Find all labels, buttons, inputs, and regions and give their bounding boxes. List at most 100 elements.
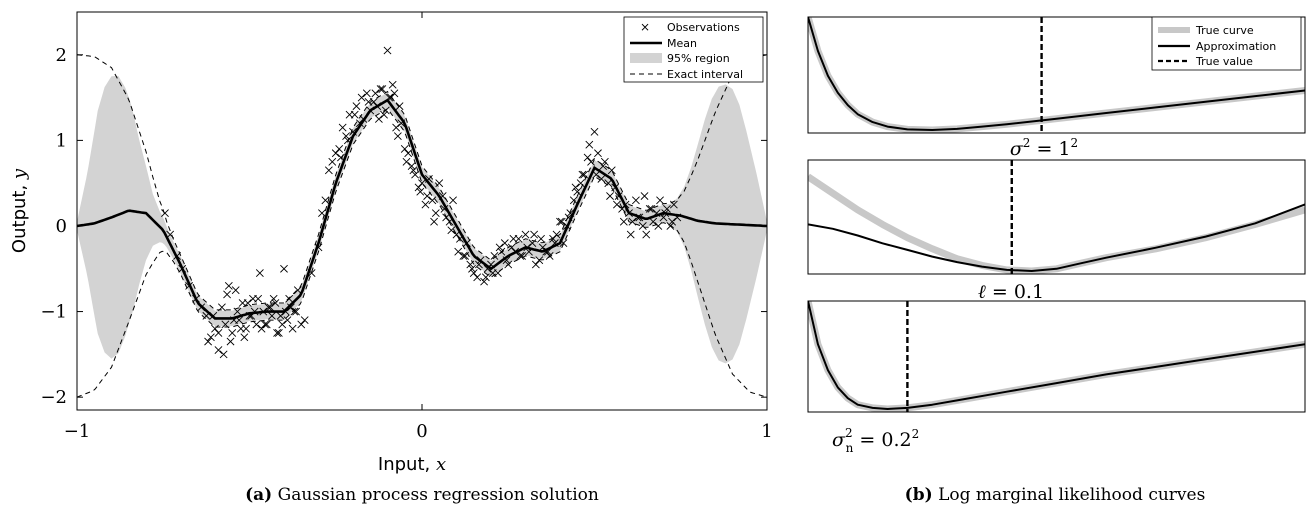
subplot-label-signal-variance: σ2 = 12 xyxy=(1010,136,1078,160)
observation-point xyxy=(228,329,237,337)
observation-point xyxy=(393,132,402,141)
gp-legend: × Observations Mean 95% region Exact int… xyxy=(623,16,764,83)
observation-point xyxy=(421,200,430,209)
subplot-curves xyxy=(808,301,1305,412)
observation-point xyxy=(402,157,411,166)
observation-point xyxy=(240,333,249,342)
observation-point xyxy=(221,320,230,329)
observation-point xyxy=(269,294,278,303)
observation-point xyxy=(631,196,640,205)
observation-point xyxy=(217,303,226,312)
observation-point xyxy=(214,346,223,355)
observation-point xyxy=(597,174,606,183)
observation-point xyxy=(236,324,245,333)
observation-point xyxy=(223,290,231,299)
observation-point xyxy=(252,320,261,329)
observation-point xyxy=(331,149,340,158)
observation-point xyxy=(480,277,489,286)
legend-label-mean: Mean xyxy=(667,37,697,50)
legend-label-true-curve: True curve xyxy=(1195,24,1254,37)
observation-point xyxy=(324,166,333,175)
subplot-curves xyxy=(808,173,1305,274)
observation-point xyxy=(255,269,264,277)
observation-point xyxy=(233,307,242,316)
true-curve xyxy=(808,173,1305,274)
observation-point xyxy=(649,217,658,226)
observation-point xyxy=(481,273,490,282)
y-axis-ticks: −2 −1 0 1 2 xyxy=(40,45,767,408)
observation-point xyxy=(231,286,240,295)
observation-point xyxy=(583,153,592,162)
observation-point xyxy=(409,166,418,175)
observation-point xyxy=(666,222,675,230)
observation-point xyxy=(504,260,513,269)
mean-curve xyxy=(76,98,768,320)
observation-point xyxy=(404,149,413,158)
subplot-label-noise-variance: σ2 n = 0.22 xyxy=(832,426,919,455)
observation-point xyxy=(435,179,444,188)
observation-point xyxy=(266,303,275,312)
observation-points xyxy=(161,46,682,359)
observation-point xyxy=(364,97,373,106)
observation-point xyxy=(509,234,518,243)
observation-point xyxy=(335,145,344,153)
observation-point xyxy=(288,324,297,333)
observation-point xyxy=(552,230,561,239)
y-axis-label: Output, y xyxy=(9,168,30,253)
observation-point xyxy=(594,149,602,158)
observation-point xyxy=(374,115,383,123)
lml-legend: True curve Approximation True value xyxy=(1151,16,1302,71)
observation-point xyxy=(388,80,397,89)
observation-point xyxy=(395,102,404,111)
observation-point xyxy=(473,273,482,282)
subplot-label-lengthscale: ℓ = 0.1 xyxy=(978,281,1044,303)
observation-point xyxy=(416,187,425,196)
observation-point xyxy=(656,196,664,205)
legend-label-true-value: True value xyxy=(1195,55,1253,68)
observation-point xyxy=(466,260,475,269)
observation-point xyxy=(585,140,594,149)
observation-point xyxy=(214,329,223,337)
observation-point xyxy=(206,333,215,342)
subplot-lengthscale xyxy=(807,159,1306,275)
observation-point xyxy=(378,85,387,93)
observation-point xyxy=(350,110,359,119)
observation-point xyxy=(545,252,554,260)
observation-point xyxy=(578,170,587,179)
observation-point xyxy=(654,222,663,230)
observation-point xyxy=(645,204,654,213)
x-tick-label: −1 xyxy=(64,421,91,442)
observation-point xyxy=(321,196,330,205)
observation-point xyxy=(271,299,280,307)
observation-point xyxy=(280,264,288,273)
approximation-curve xyxy=(808,17,1305,131)
observation-point xyxy=(468,264,476,273)
observation-point xyxy=(459,252,468,260)
observation-point xyxy=(469,269,478,277)
observation-point xyxy=(300,316,309,325)
observation-point xyxy=(569,196,578,205)
observation-point xyxy=(556,217,564,226)
observation-point xyxy=(507,243,516,252)
observation-point xyxy=(430,217,438,226)
observation-point xyxy=(290,307,299,316)
legend-label-region: 95% region xyxy=(667,52,730,65)
observation-point xyxy=(392,123,401,132)
gp-regression-panel: −1 0 1 −2 −1 0 1 2 Input, x Output, y × Observ… xyxy=(9,11,773,505)
observation-point xyxy=(342,132,351,141)
observation-point xyxy=(576,179,585,188)
observation-point xyxy=(613,200,621,209)
observation-point xyxy=(371,89,380,98)
observation-point xyxy=(257,324,266,333)
observation-point xyxy=(243,299,252,307)
observation-point xyxy=(626,230,635,239)
observation-point xyxy=(292,307,300,316)
observation-point xyxy=(668,217,677,226)
y-tick-label: −1 xyxy=(40,302,67,323)
observation-point xyxy=(669,200,678,209)
observation-point xyxy=(219,350,228,359)
observation-point xyxy=(571,183,580,192)
observation-point xyxy=(600,157,609,166)
y-tick-label: 0 xyxy=(56,216,67,237)
gp-plot-area xyxy=(76,46,768,398)
